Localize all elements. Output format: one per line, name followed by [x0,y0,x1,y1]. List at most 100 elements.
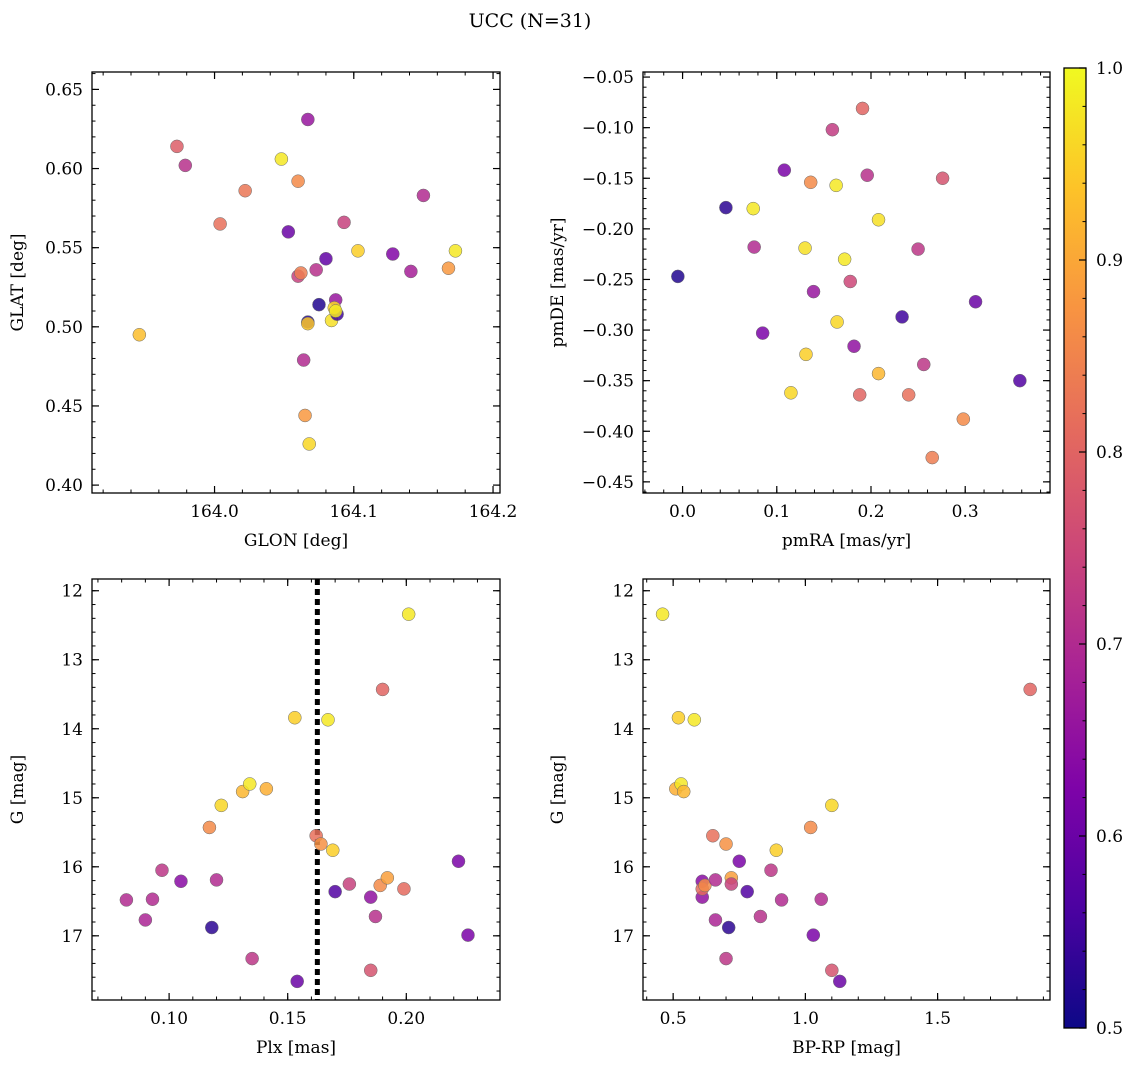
data-point [687,713,702,727]
data-point [302,437,316,451]
data-point [860,168,874,182]
data-point [294,266,308,280]
data-point [351,244,365,258]
data-point [825,963,839,978]
data-point [968,294,983,309]
data-point [917,357,931,372]
axes-frame [91,71,501,494]
x-tick-label: 0.15 [269,1009,307,1029]
data-point [328,884,342,899]
data-point [202,820,217,835]
x-tick-label: 0.20 [387,1009,425,1029]
x-tick-label: 0.2 [857,502,884,522]
y-tick-label: −0.05 [582,68,634,88]
data-point [296,353,311,367]
data-point [871,213,886,227]
x-axis-label: BP-RP [mag] [792,1038,901,1058]
axes-frame [91,578,501,1001]
data-point [724,877,739,891]
data-point [451,854,466,869]
y-tick-label: −0.45 [582,473,634,493]
y-axis-label: pmDE [mas/yr] [548,217,568,347]
y-tick-label: −0.40 [582,422,634,442]
y-tick-label: 13 [61,651,83,671]
figure-title: UCC (N=31) [469,10,592,32]
data-point [337,215,351,230]
data-point [205,920,219,935]
x-tick-label: 164.0 [190,502,239,522]
x-tick-label: 164.2 [469,502,518,522]
data-point [174,874,188,889]
data-point [214,798,229,813]
x-axis-label: GLON [deg] [244,531,348,551]
data-point [448,244,463,258]
data-point [213,217,227,231]
data-point [380,871,395,885]
colorbar-tick-label: 0.8 [1096,443,1123,463]
data-point [274,152,289,166]
y-tick-label: −0.35 [582,372,634,392]
plot-plx-g: 0.10 0.15 0.20 12 13 14 15 16 17 Plx [mas] G [mag] [8,578,501,1058]
data-point [309,263,323,277]
y-axis-label: G [mag] [8,755,28,824]
data-point [1013,373,1027,388]
data-point [746,201,760,216]
data-point [178,158,193,173]
colorbar-tick-label: 0.6 [1096,827,1123,847]
data-point [461,928,475,942]
colorbar-tick-label: 0.7 [1096,635,1123,655]
data-point [803,820,818,835]
data-point [825,798,839,813]
data-point [441,261,456,276]
y-tick-label: 16 [61,858,83,878]
data-point [803,175,818,190]
data-point [290,974,304,989]
data-point [833,974,847,989]
data-point [145,892,160,906]
data-point [798,241,812,255]
y-tick-label: 13 [612,651,634,671]
data-point [671,710,686,725]
data-point [732,854,747,869]
data-point [328,304,343,318]
data-point [747,240,761,254]
plot-bprp-g: 0.5 1.0 1.5 12 13 14 15 16 17 BP-RP [mag] G [mag] [548,578,1051,1058]
data-point [671,269,685,284]
colorbar: 0.5 0.6 0.7 0.8 0.9 1.0 [1063,59,1123,1039]
data-point [397,882,411,896]
data-point [721,920,736,935]
colorbar-tick-label: 0.5 [1096,1019,1123,1039]
data-point [288,710,302,725]
data-point [655,607,670,621]
y-tick-label: 14 [612,720,634,740]
data-point [708,913,723,927]
data-point [895,310,909,324]
data-point [312,297,326,312]
data-point [806,284,821,299]
data-point [209,873,224,887]
data-point [753,909,768,924]
data-point [847,339,861,354]
data-point [901,388,916,402]
data-point [119,893,134,907]
axes-frame [642,578,1051,1001]
y-tick-label: 17 [612,927,634,947]
data-point [935,171,950,186]
data-point [238,183,252,198]
y-tick-label: 12 [612,582,634,602]
data-point [740,884,754,899]
x-tick-label: 0.1 [763,502,790,522]
data-point [1023,682,1037,697]
x-tick-label: 0.3 [952,502,979,522]
y-axis-label: G [mag] [548,755,568,824]
data-point [416,188,431,203]
data-point [911,242,925,256]
x-tick-label: 1.0 [792,1009,819,1029]
data-point [155,863,169,877]
x-axis-label: Plx [mas] [256,1038,336,1058]
data-point [855,101,870,116]
data-point [837,252,852,266]
data-point [242,777,257,791]
data-point [784,386,798,400]
